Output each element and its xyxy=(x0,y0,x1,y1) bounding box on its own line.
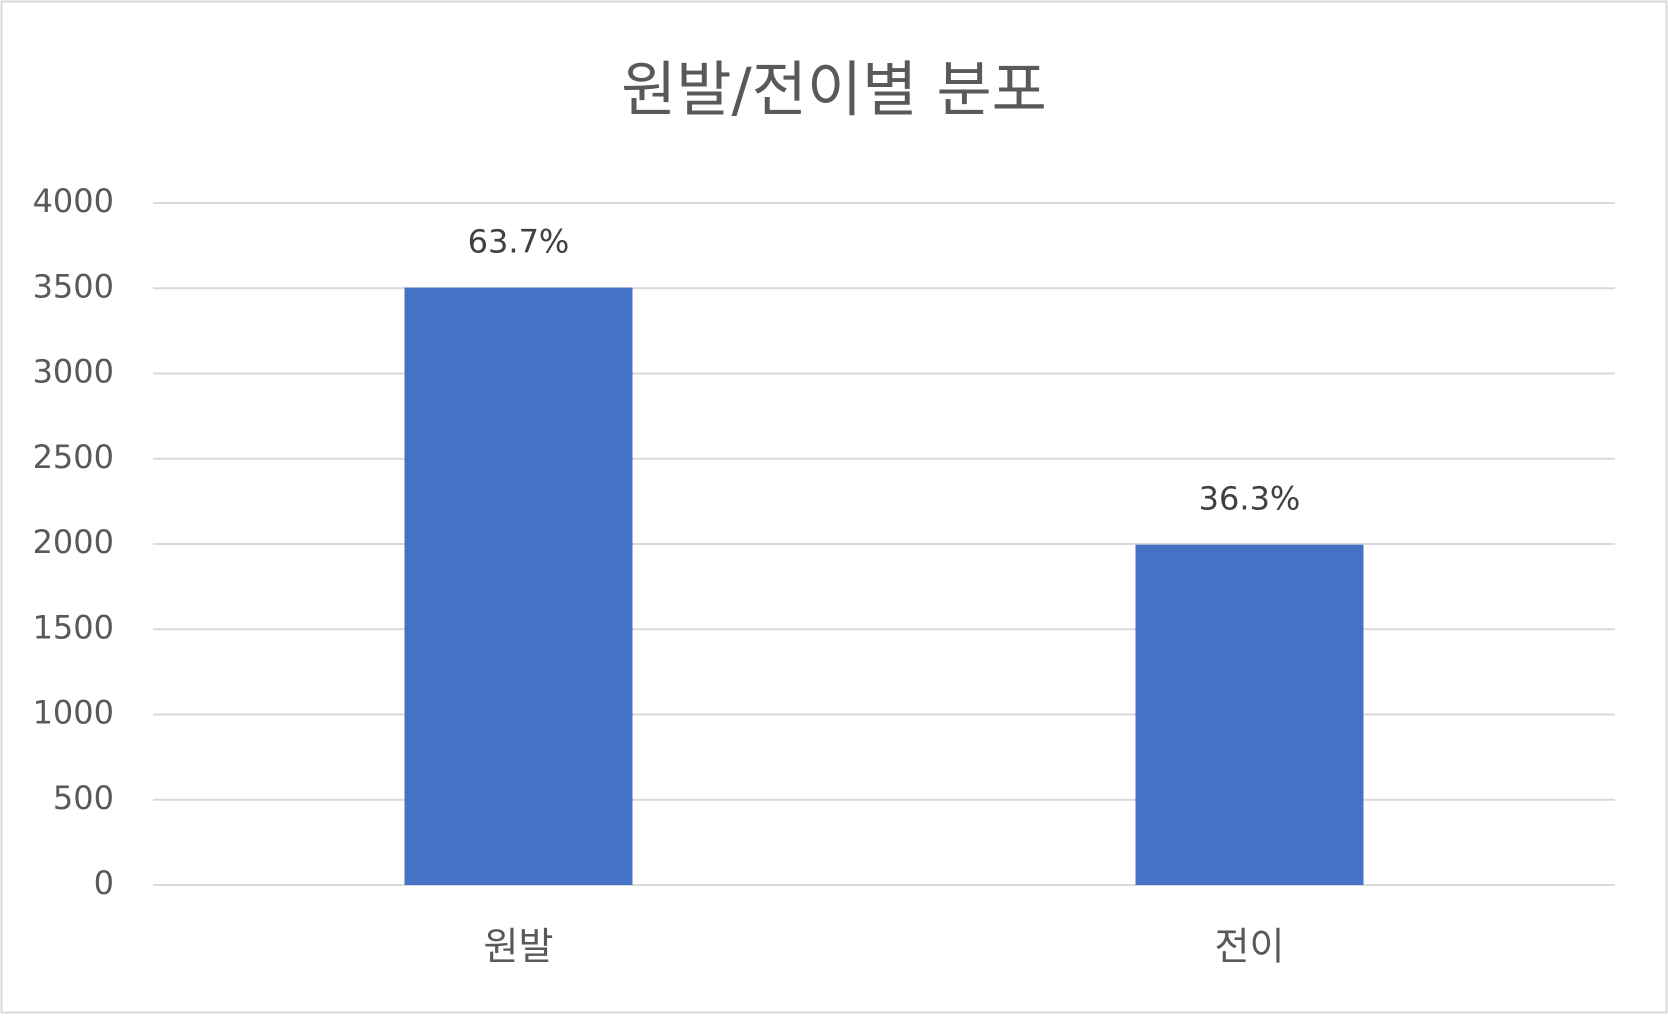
y-tick-label: 1000 xyxy=(33,694,114,732)
data-label: 36.3% xyxy=(1199,480,1301,518)
y-tick-label: 4000 xyxy=(33,182,114,220)
y-tick-label: 3500 xyxy=(33,267,114,305)
bar xyxy=(404,287,633,885)
y-tick-label: 0 xyxy=(94,864,114,902)
x-tick-label: 원발 xyxy=(484,925,554,969)
y-tick-label: 3000 xyxy=(33,353,114,391)
y-tick-label: 500 xyxy=(53,779,114,817)
y-tick-label: 2000 xyxy=(33,523,114,561)
y-tick-label: 2500 xyxy=(33,438,114,476)
x-tick-label: 전이 xyxy=(1215,925,1285,969)
chart-title: 원발/전이별 분포 xyxy=(621,56,1047,126)
y-tick-label: 1500 xyxy=(33,608,114,646)
bar xyxy=(1135,544,1364,885)
data-label: 63.7% xyxy=(468,223,570,261)
